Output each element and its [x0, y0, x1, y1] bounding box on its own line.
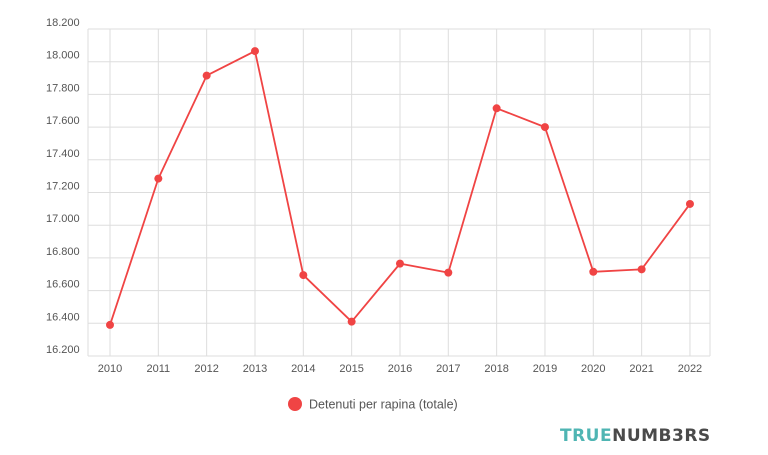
x-tick-label: 2010	[98, 363, 122, 375]
x-tick-label: 2019	[533, 363, 557, 375]
data-point	[347, 317, 356, 326]
x-tick-label: 2017	[436, 363, 460, 375]
y-tick-label: 16.400	[46, 311, 80, 323]
data-point	[492, 104, 501, 113]
data-point	[685, 199, 694, 208]
y-tick-label: 18.200	[46, 17, 80, 29]
data-point	[154, 174, 163, 183]
data-point	[637, 265, 646, 274]
brand-wordmark: TRUENUMB3RS	[560, 426, 711, 446]
data-point	[540, 123, 549, 132]
y-tick-label: 16.600	[46, 279, 80, 291]
y-tick-label: 17.000	[46, 213, 80, 225]
y-tick-label: 17.400	[46, 148, 80, 160]
x-tick-label: 2018	[484, 363, 508, 375]
x-tick-label: 2012	[194, 363, 218, 375]
data-point	[395, 259, 404, 268]
legend: Detenuti per rapina (totale)	[288, 397, 458, 412]
y-tick-label: 17.800	[46, 82, 80, 94]
legend-label: Detenuti per rapina (totale)	[309, 398, 458, 412]
x-tick-label: 2020	[581, 363, 605, 375]
x-tick-label: 2014	[291, 363, 315, 375]
x-axis-ticks: 2010 2011 2012 2013 2014 2015 2016 2017 2018 2019…	[98, 363, 702, 375]
y-tick-label: 16.200	[46, 344, 80, 356]
x-tick-label: 2015	[339, 363, 363, 375]
data-point	[250, 47, 259, 56]
data-point	[106, 320, 114, 329]
data-point	[589, 267, 598, 276]
series-layer	[106, 47, 694, 329]
x-tick-label: 2011	[147, 363, 171, 375]
grid	[87, 28, 711, 357]
y-tick-label: 17.200	[46, 181, 80, 193]
x-tick-label: 2013	[243, 363, 267, 375]
y-tick-label: 18.000	[46, 50, 80, 62]
data-point	[444, 268, 453, 277]
brand-part1: TRUE	[560, 426, 612, 446]
x-tick-label: 2022	[678, 363, 702, 375]
y-axis-ticks: 16.200 16.400 16.600 16.800 17.000 17.200 17.4…	[46, 17, 80, 356]
brand-logo: TRUENUMB3RS	[560, 426, 711, 446]
brand-part2: NUMB3RS	[612, 426, 711, 446]
y-tick-label: 17.600	[46, 115, 80, 127]
data-point	[299, 271, 308, 280]
y-tick-label: 16.800	[46, 246, 80, 258]
x-tick-label: 2016	[388, 363, 412, 375]
legend-marker	[288, 397, 302, 411]
x-tick-label: 2021	[629, 363, 653, 375]
data-point	[202, 71, 211, 80]
